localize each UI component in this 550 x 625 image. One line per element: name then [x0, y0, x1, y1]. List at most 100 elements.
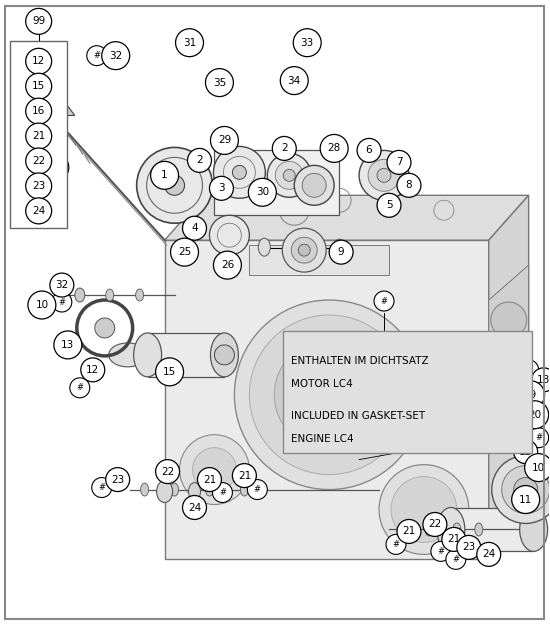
Circle shape	[329, 240, 353, 264]
Circle shape	[514, 439, 538, 464]
Circle shape	[377, 168, 391, 182]
Ellipse shape	[495, 388, 503, 402]
Ellipse shape	[475, 523, 483, 536]
Circle shape	[26, 148, 52, 174]
Ellipse shape	[333, 239, 345, 257]
Text: 22: 22	[428, 519, 442, 529]
Text: INCLUDED IN GASKET-SET: INCLUDED IN GASKET-SET	[290, 411, 425, 421]
Text: 30: 30	[256, 188, 269, 198]
Polygon shape	[214, 151, 339, 215]
Circle shape	[397, 173, 421, 198]
Circle shape	[368, 159, 400, 191]
FancyBboxPatch shape	[283, 331, 532, 452]
Text: #: #	[452, 555, 459, 564]
Circle shape	[280, 67, 308, 94]
Ellipse shape	[206, 483, 213, 496]
Text: #: #	[525, 366, 532, 374]
Circle shape	[423, 512, 447, 536]
Circle shape	[26, 48, 52, 74]
Circle shape	[357, 139, 381, 162]
Text: 10: 10	[35, 300, 48, 310]
Circle shape	[477, 542, 501, 566]
Ellipse shape	[258, 238, 270, 256]
Text: ENGINE LC4: ENGINE LC4	[290, 434, 353, 444]
Text: 23: 23	[111, 474, 124, 484]
Polygon shape	[489, 195, 529, 559]
Circle shape	[197, 468, 222, 491]
Circle shape	[151, 161, 179, 189]
Text: 23: 23	[32, 181, 45, 191]
Ellipse shape	[240, 483, 249, 496]
Circle shape	[164, 176, 185, 195]
Text: 26: 26	[221, 260, 234, 270]
Circle shape	[519, 360, 538, 380]
Text: 12: 12	[32, 56, 45, 66]
Text: 1: 1	[161, 171, 168, 181]
Text: 19: 19	[524, 390, 537, 400]
Circle shape	[26, 198, 52, 224]
Text: 8: 8	[406, 181, 412, 191]
Circle shape	[188, 148, 211, 173]
Text: 21: 21	[403, 526, 416, 536]
Circle shape	[102, 42, 130, 69]
Circle shape	[491, 302, 527, 338]
Text: 32: 32	[55, 280, 68, 290]
Circle shape	[512, 486, 540, 514]
FancyBboxPatch shape	[10, 41, 68, 228]
Ellipse shape	[437, 508, 465, 551]
Circle shape	[183, 216, 206, 240]
Circle shape	[192, 448, 236, 491]
Circle shape	[391, 477, 457, 542]
Text: 4: 4	[191, 223, 198, 233]
Circle shape	[485, 421, 513, 449]
Text: #: #	[94, 51, 100, 60]
Circle shape	[175, 29, 204, 57]
Circle shape	[210, 215, 249, 255]
Circle shape	[293, 29, 321, 57]
Circle shape	[234, 300, 424, 489]
Ellipse shape	[520, 508, 548, 551]
Circle shape	[529, 428, 548, 448]
Ellipse shape	[134, 333, 162, 377]
Text: MOTOR LC4: MOTOR LC4	[290, 379, 352, 389]
Circle shape	[386, 534, 406, 554]
Ellipse shape	[211, 333, 238, 377]
Ellipse shape	[453, 523, 461, 536]
Circle shape	[516, 381, 544, 409]
Circle shape	[136, 148, 212, 223]
Ellipse shape	[75, 288, 85, 302]
Text: 2: 2	[196, 156, 203, 166]
Circle shape	[54, 331, 82, 359]
Circle shape	[272, 136, 296, 161]
Ellipse shape	[189, 482, 201, 501]
Text: 29: 29	[218, 136, 231, 146]
Text: 9: 9	[338, 247, 344, 257]
Circle shape	[249, 315, 409, 474]
Text: #: #	[98, 483, 105, 492]
Circle shape	[282, 228, 326, 272]
Circle shape	[28, 291, 56, 319]
Text: 14: 14	[48, 162, 62, 172]
Polygon shape	[489, 265, 529, 415]
Polygon shape	[164, 240, 489, 559]
Circle shape	[213, 146, 265, 198]
Circle shape	[525, 454, 550, 482]
Text: 15: 15	[163, 367, 176, 377]
Ellipse shape	[141, 483, 149, 496]
Circle shape	[26, 73, 52, 99]
Text: 24: 24	[32, 206, 45, 216]
Circle shape	[106, 468, 130, 491]
Text: 3: 3	[218, 183, 225, 193]
Circle shape	[267, 153, 311, 198]
Circle shape	[387, 151, 411, 174]
Circle shape	[41, 153, 69, 181]
Text: 7: 7	[395, 158, 402, 168]
Text: #: #	[219, 488, 226, 497]
Text: 22: 22	[32, 156, 45, 166]
Text: #: #	[58, 298, 65, 306]
Text: 18: 18	[537, 375, 550, 385]
Text: 17: 17	[504, 373, 518, 383]
Text: 6: 6	[366, 146, 372, 156]
Text: 12: 12	[86, 365, 100, 375]
Ellipse shape	[106, 289, 114, 301]
